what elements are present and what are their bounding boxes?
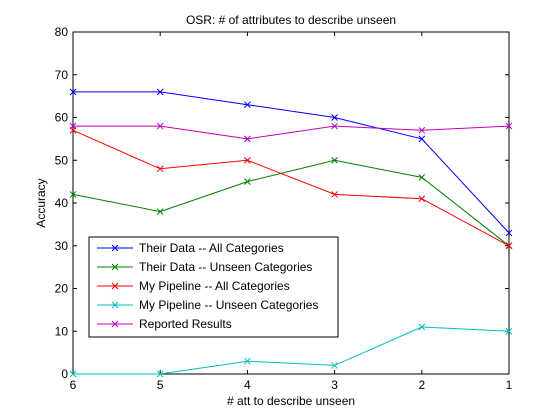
data-point bbox=[331, 362, 338, 369]
y-tick-label: 10 bbox=[55, 324, 69, 338]
x-tick-label: 4 bbox=[244, 378, 251, 392]
x-axis-label: # att to describe unseen bbox=[227, 394, 355, 408]
legend-marker bbox=[111, 301, 119, 309]
legend-label: Reported Results bbox=[139, 317, 232, 331]
data-point bbox=[505, 327, 513, 335]
data-point bbox=[418, 195, 426, 203]
data-point bbox=[418, 173, 426, 181]
legend-marker bbox=[111, 244, 119, 252]
data-point bbox=[244, 101, 251, 109]
data-point bbox=[505, 242, 513, 250]
legend-label: Their Data -- All Categories bbox=[139, 241, 284, 255]
series-line bbox=[73, 125, 510, 140]
y-tick-label: 50 bbox=[55, 153, 69, 167]
x-tick-label: 5 bbox=[157, 378, 164, 392]
legend-marker bbox=[111, 263, 119, 271]
data-point bbox=[156, 165, 164, 173]
data-point bbox=[331, 156, 338, 164]
series-5 bbox=[69, 122, 513, 143]
series-1 bbox=[69, 88, 513, 237]
y-tick-label: 0 bbox=[61, 367, 68, 381]
legend-label: Their Data -- Unseen Categories bbox=[139, 260, 312, 274]
y-tick-label: 40 bbox=[55, 196, 69, 210]
data-point bbox=[244, 135, 251, 143]
data-point bbox=[244, 357, 251, 365]
series-2 bbox=[69, 156, 513, 250]
legend-box bbox=[88, 236, 339, 338]
data-point bbox=[244, 156, 251, 164]
series-line bbox=[73, 91, 510, 234]
data-point bbox=[69, 191, 77, 198]
legend-label: My Pipeline -- All Categories bbox=[139, 279, 290, 293]
data-point bbox=[156, 208, 164, 215]
data-point bbox=[156, 122, 164, 130]
series-4 bbox=[69, 323, 513, 378]
y-tick-label: 30 bbox=[55, 239, 69, 253]
data-point bbox=[505, 122, 513, 130]
legend: Their Data -- All Categories Their Data -… bbox=[88, 236, 339, 338]
legend-item: Reported Results bbox=[97, 317, 232, 331]
legend-label: My Pipeline -- Unseen Categories bbox=[139, 298, 318, 312]
y-tick-label: 60 bbox=[55, 111, 69, 125]
series-line bbox=[73, 326, 510, 375]
legend-marker bbox=[111, 320, 119, 328]
x-tick-label: 1 bbox=[506, 378, 513, 392]
series-lines bbox=[69, 88, 513, 378]
data-point bbox=[331, 191, 338, 198]
y-tick-label: 80 bbox=[55, 25, 69, 39]
data-point bbox=[156, 88, 164, 96]
data-point bbox=[244, 178, 251, 185]
data-point bbox=[69, 122, 77, 130]
x-axis: 6 5 4 3 2 1 bbox=[70, 32, 513, 392]
y-axis: 0 10 20 30 40 50 60 70 80 bbox=[55, 25, 509, 381]
y-tick-label: 70 bbox=[55, 68, 69, 82]
x-tick-label: 6 bbox=[70, 378, 77, 392]
data-point bbox=[505, 229, 513, 237]
y-tick-label: 20 bbox=[55, 282, 69, 296]
data-point bbox=[69, 88, 77, 96]
series-line bbox=[72, 159, 510, 247]
x-tick-label: 2 bbox=[418, 378, 425, 392]
legend-item: My Pipeline -- Unseen Categories bbox=[97, 298, 318, 312]
x-tick-label: 3 bbox=[331, 378, 338, 392]
data-point bbox=[418, 126, 426, 134]
legend-marker bbox=[111, 282, 119, 290]
legend-item: My Pipeline -- All Categories bbox=[97, 279, 290, 293]
legend-item: Their Data -- Unseen Categories bbox=[97, 260, 312, 274]
legend-item: Their Data -- All Categories bbox=[97, 241, 284, 255]
data-point bbox=[418, 135, 426, 143]
data-point bbox=[331, 114, 338, 121]
y-axis-label: Accuracy bbox=[34, 178, 48, 227]
data-point bbox=[69, 370, 77, 378]
data-point bbox=[156, 370, 164, 378]
series-line bbox=[72, 129, 510, 247]
data-point bbox=[418, 323, 426, 331]
data-point bbox=[331, 122, 338, 130]
series-3 bbox=[69, 126, 513, 250]
chart-title: OSR: # of attributes to describe unseen bbox=[186, 13, 396, 27]
